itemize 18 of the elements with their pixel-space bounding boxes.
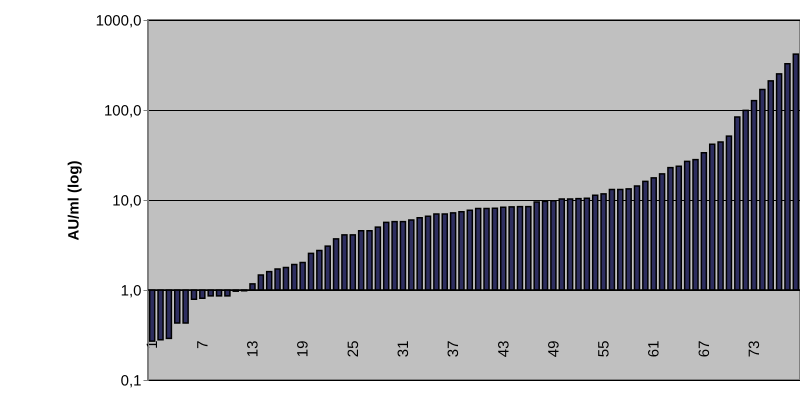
x-tick-label: 73 [746, 340, 764, 358]
x-tick-label: 31 [394, 340, 412, 358]
y-tick-label: 1000,0 [96, 12, 142, 30]
x-tick-label: 37 [445, 340, 462, 358]
x-tick-label: 49 [545, 340, 562, 358]
y-tick-label: 1,0 [120, 282, 142, 300]
y-tick-label: 0,1 [120, 372, 142, 390]
y-tick-label: 100,0 [104, 102, 142, 120]
x-tick-label: 13 [244, 340, 262, 358]
x-tick-label: 7 [194, 340, 212, 349]
y-axis-title: AU/ml (log) [66, 160, 83, 240]
x-tick-label: 25 [344, 340, 362, 358]
x-tick-label: 55 [596, 340, 613, 358]
x-tick-label: 61 [646, 340, 663, 358]
x-tick-label: 43 [495, 340, 512, 358]
x-tick-label: 19 [294, 340, 312, 358]
y-tick-label: 10,0 [112, 192, 142, 210]
x-tick-label: 67 [696, 340, 713, 358]
